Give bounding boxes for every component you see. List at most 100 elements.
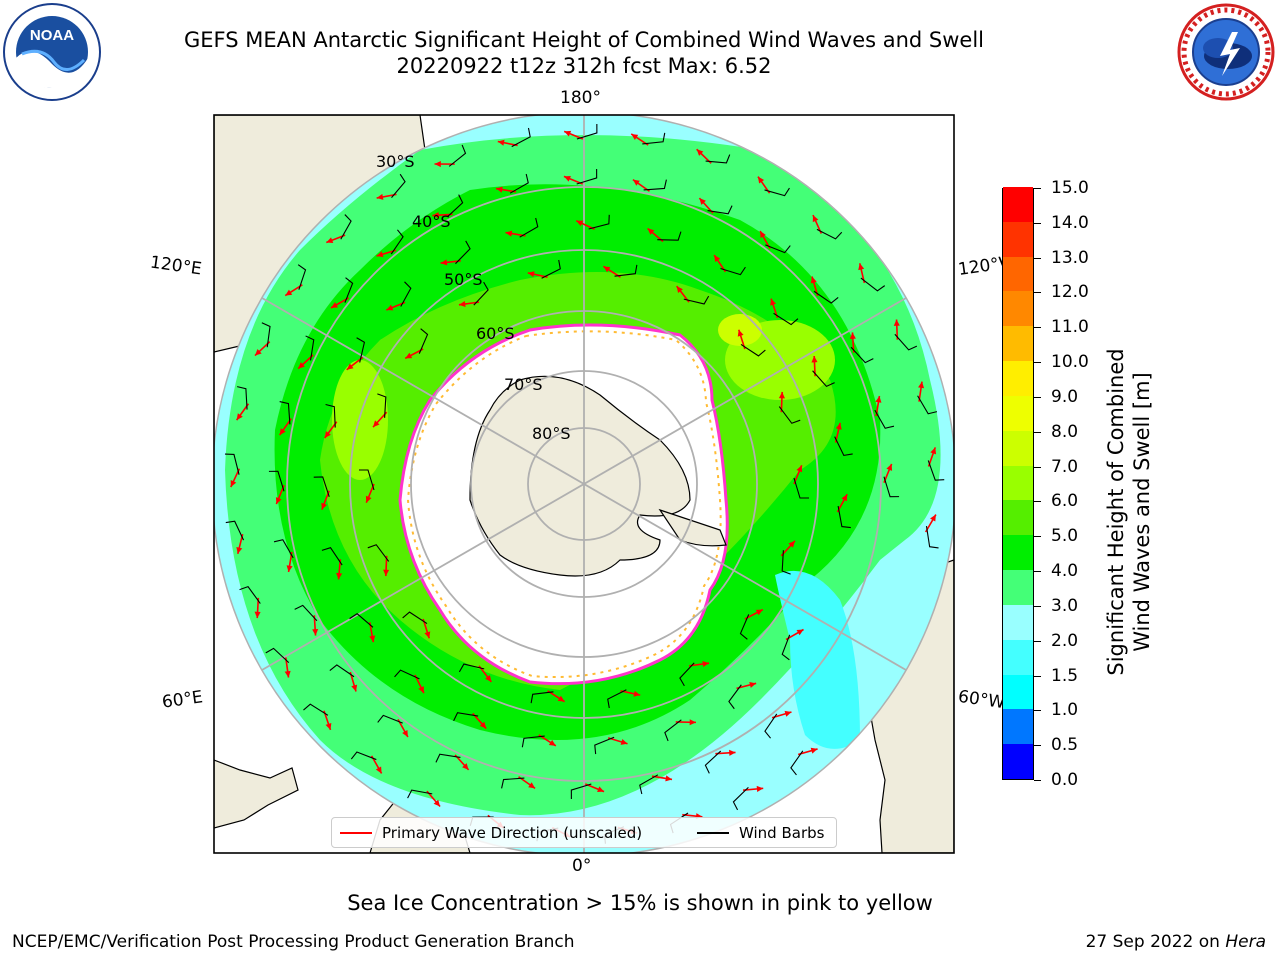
wind-barb bbox=[874, 409, 895, 429]
nws-logo bbox=[1177, 3, 1275, 101]
wind-barb bbox=[418, 328, 429, 354]
wave-arrow-head bbox=[930, 447, 937, 455]
wind-barb bbox=[927, 460, 945, 481]
wave-arrow-head bbox=[757, 176, 765, 184]
wave-arrow-head bbox=[631, 133, 639, 140]
wave-arrow-head bbox=[737, 329, 744, 337]
wave-arrow-head bbox=[918, 381, 925, 389]
graticule bbox=[214, 115, 954, 853]
wind-barb bbox=[224, 453, 240, 475]
wave-arrow-head bbox=[702, 661, 710, 668]
wind-barb bbox=[813, 290, 839, 304]
wind-barb bbox=[704, 750, 722, 774]
wind-barb bbox=[765, 244, 791, 254]
wind-barb bbox=[501, 777, 525, 789]
wave-arrow-head bbox=[548, 739, 556, 746]
colorbar-tick-label: 8.0 bbox=[1051, 421, 1079, 442]
noaa-logo: NOAA bbox=[3, 3, 101, 101]
wave-arrow-head bbox=[841, 494, 848, 502]
wind-barb bbox=[473, 281, 489, 306]
wave-arrow-head bbox=[811, 356, 818, 363]
colorbar-tick-label: 0.5 bbox=[1051, 735, 1079, 756]
colorbar-tick bbox=[1034, 396, 1041, 398]
wind-barb bbox=[925, 525, 939, 549]
wave-arrow-head bbox=[324, 431, 331, 439]
wind-barb bbox=[642, 132, 666, 145]
wind-barb bbox=[781, 550, 791, 575]
wave-arrow-head bbox=[576, 220, 584, 227]
wave-arrow-head bbox=[365, 495, 372, 503]
wave-arrow-head bbox=[632, 179, 640, 186]
wave-arrow-head bbox=[620, 738, 628, 745]
wind-barb bbox=[588, 214, 610, 230]
wind-barb bbox=[268, 470, 285, 492]
wave-arrow-head bbox=[386, 304, 394, 311]
wind-barb bbox=[453, 712, 479, 722]
sea-ice-fringe bbox=[406, 330, 722, 679]
colorbar-tick-label: 14.0 bbox=[1051, 212, 1089, 233]
wave-arrow-head bbox=[497, 139, 505, 146]
colorbar-tick bbox=[1034, 745, 1041, 747]
wave-arrow-head bbox=[696, 149, 704, 156]
wave-arrow-head bbox=[458, 300, 466, 307]
wave-arrow-head bbox=[676, 286, 683, 293]
colorbar-tick bbox=[1034, 710, 1041, 712]
colorbar-tick bbox=[1034, 780, 1041, 781]
colorbar-tick bbox=[1034, 675, 1041, 677]
wind-barb bbox=[448, 144, 467, 167]
colorbar-tick-label: 2.0 bbox=[1051, 630, 1079, 651]
noaa-logo-text: NOAA bbox=[30, 27, 74, 44]
wave-arrow-head bbox=[284, 670, 291, 678]
wave-arrow-head bbox=[527, 271, 535, 278]
legend-barb-label: Wind Barbs bbox=[739, 824, 825, 842]
wave-arrow-head bbox=[633, 690, 641, 697]
wave-arrow-head bbox=[405, 352, 413, 359]
legend-wave-label: Primary Wave Direction (unscaled) bbox=[382, 824, 643, 842]
wind-barb bbox=[781, 634, 791, 661]
wind-barb bbox=[303, 703, 329, 716]
wind-barb bbox=[683, 295, 710, 305]
colorbar-tick-label: 10.0 bbox=[1051, 352, 1089, 373]
wind-barb bbox=[261, 322, 271, 348]
wind-barb bbox=[446, 194, 464, 218]
wind-barb bbox=[883, 476, 900, 498]
colorbar-label-line2: Wind Waves and Swell [m] bbox=[1130, 372, 1154, 652]
wind-barb bbox=[329, 664, 355, 678]
wave-arrow-head bbox=[351, 684, 358, 692]
credit-line: NCEP/EMC/Verification Post Processing Pr… bbox=[12, 932, 575, 952]
colorbar-segment bbox=[1003, 360, 1033, 396]
wave-arrow-head bbox=[286, 565, 293, 573]
colorbar-tick bbox=[1034, 536, 1041, 538]
colorbar-tick-label: 6.0 bbox=[1051, 491, 1079, 512]
colorbar-tick bbox=[1034, 257, 1041, 259]
colorbar-tick-label: 1.0 bbox=[1051, 700, 1079, 721]
wind-barb bbox=[390, 229, 404, 255]
machine-name: Hera bbox=[1225, 932, 1266, 952]
wave-arrow-head bbox=[369, 635, 376, 643]
wave-arrow-head bbox=[402, 730, 408, 738]
colorbar-tick bbox=[1034, 640, 1041, 642]
wind-barb bbox=[239, 585, 261, 604]
wave-arrow-head bbox=[432, 212, 439, 219]
wind-barb bbox=[350, 751, 377, 761]
lat-label-60s: 60°S bbox=[476, 324, 515, 343]
colorbar-tick bbox=[1034, 501, 1041, 503]
swh-calm-drake-passage bbox=[775, 570, 860, 749]
wind-barb bbox=[837, 505, 851, 529]
wind-barb bbox=[576, 168, 598, 185]
wave-arrow-head bbox=[603, 266, 611, 273]
wave-arrow-head bbox=[505, 230, 513, 237]
chart-subtitle: 20220922 t12z 312h fcst Max: 6.52 bbox=[396, 54, 772, 78]
wave-arrow-head bbox=[462, 763, 469, 770]
wind-barb bbox=[705, 154, 731, 164]
wind-barb bbox=[356, 337, 366, 363]
wind-barb bbox=[391, 173, 406, 198]
colorbar-segment bbox=[1003, 500, 1033, 536]
colorbar-segment bbox=[1003, 186, 1033, 222]
wave-arrow-head bbox=[279, 428, 286, 436]
legend-barb-swatch bbox=[697, 832, 729, 834]
swh-max-patch-west bbox=[332, 360, 388, 480]
wave-arrow-head bbox=[796, 629, 804, 636]
wind-barb bbox=[728, 684, 742, 710]
wave-arrow-head bbox=[434, 160, 441, 168]
